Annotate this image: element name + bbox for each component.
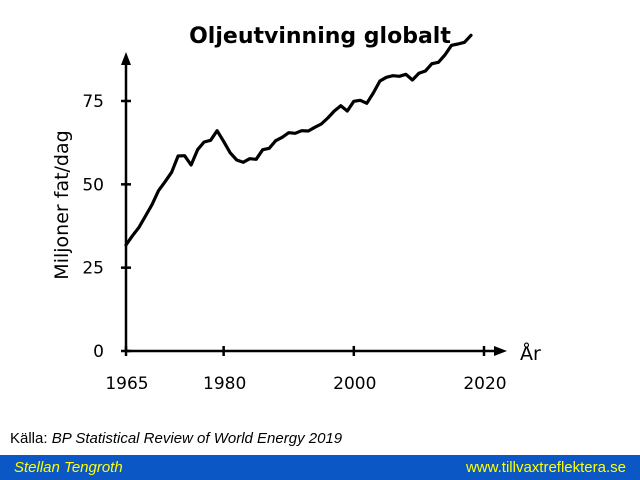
y-axis-arrow <box>121 52 131 65</box>
x-axis-arrow <box>494 346 507 356</box>
y-axis-label: Miljoner fat/dag <box>51 130 73 279</box>
x-tick-label: 2020 <box>463 374 506 394</box>
series-line-oil-production <box>124 33 473 247</box>
x-tick-label: 2000 <box>333 374 376 394</box>
chart-title: Oljeutvinning globalt <box>189 24 451 49</box>
source-line: Källa: BP Statistical Review of World En… <box>10 430 342 447</box>
y-tick-label: 75 <box>82 92 104 112</box>
y-tick-label: 25 <box>82 259 104 279</box>
source-name: BP Statistical Review of World Energy 20… <box>51 430 343 447</box>
footer-author: Stellan Tengroth <box>14 459 123 476</box>
chart-plot: 0 25 50 75 1965 1980 2000 2020 År Miljoner fat… <box>51 33 541 394</box>
x-ticks: 1965 1980 2000 2020 <box>105 346 507 394</box>
x-axis-label: År <box>520 342 541 365</box>
x-tick-label: 1965 <box>105 374 148 394</box>
footer-bar: Stellan Tengroth www.tillvaxtreflektera.… <box>0 455 640 480</box>
source-prefix: Källa: <box>10 430 48 447</box>
y-ticks: 0 25 50 75 <box>82 92 131 362</box>
footer-website-link[interactable]: www.tillvaxtreflektera.se <box>465 459 626 476</box>
y-tick-label: 50 <box>82 175 104 195</box>
y-tick-label: 0 <box>93 342 104 362</box>
x-tick-label: 1980 <box>203 374 246 394</box>
